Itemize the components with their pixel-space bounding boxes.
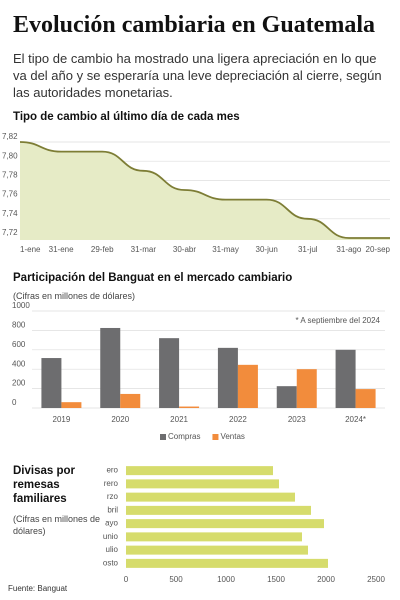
x-tick-label: 0 [124,575,129,584]
y-tick-label: 7,82 [2,132,18,141]
bar [126,479,279,489]
legend-label: Ventas [220,432,244,441]
line [19,141,390,239]
x-tick-label: 2500 [367,575,385,584]
x-tick-label: 20-sep [366,245,391,254]
bar [159,338,180,408]
y-tick-label: 0 [12,398,17,407]
page-title: Evolución cambiaria en Guatemala [13,12,375,38]
x-tick-label: 2019 [53,415,71,424]
chart-title: Tipo de cambio al último día de cada mes [13,111,240,123]
legend-swatch [160,434,166,440]
bar [126,466,273,476]
chart-title: Divisas por remesas familiares [13,465,75,505]
x-tick-label: 31-mar [131,245,157,254]
chart-title: Participación del Banguat en el mercado … [13,272,293,284]
x-tick-label: 1000 [217,575,235,584]
bar [276,386,297,408]
y-tick-label: 7,76 [2,190,18,199]
bar [61,402,82,408]
bar [100,327,121,408]
x-tick-label: 31-ago [336,245,361,254]
x-tick-label: 31-ene [49,245,74,254]
x-tick-label: 30-jun [256,245,278,254]
annotation: * A septiembre del 2024 [295,316,380,325]
y-tick-label: osto [103,558,119,567]
y-tick-label: ayo [105,519,118,528]
y-tick-label: 200 [12,379,26,388]
bar [179,406,200,408]
page-subtitle: El tipo de cambio ha mostrado una ligera… [13,51,382,100]
y-tick-label: rzo [107,492,119,501]
y-tick-label: 800 [12,321,26,330]
source: Fuente: Banguat [8,584,68,593]
area [20,142,390,240]
y-tick-label: 7,72 [2,228,18,237]
bar [126,545,308,555]
x-tick-label: 2020 [111,415,129,424]
bar [126,532,302,542]
legend-label: Compras [168,432,200,441]
bar [126,505,311,515]
y-tick-label: 7,80 [2,151,18,160]
chart-subtitle: (Cifras en millones de dólares) [13,514,101,536]
bar [120,393,141,408]
bar [126,558,328,568]
y-tick-label: rero [104,479,119,488]
bar [217,347,238,408]
x-tick-label: 2022 [229,415,247,424]
x-tick-label: 31-jul [298,245,318,254]
y-tick-label: 600 [12,340,26,349]
x-tick-label: 31-may [212,245,239,254]
x-tick-label: 2000 [317,575,335,584]
y-tick-label: ero [106,466,118,475]
bar [126,519,324,529]
x-tick-label: 29-feb [91,245,114,254]
y-tick-label: 400 [12,359,26,368]
bar [296,369,317,408]
bar [41,358,62,408]
bar [237,364,258,408]
x-tick-label: 2021 [170,415,188,424]
y-tick-label: 7,78 [2,171,18,180]
y-tick-label: 7,74 [2,209,18,218]
x-tick-label: 2024* [345,415,366,424]
y-tick-label: bril [107,505,118,514]
legend-swatch [212,434,219,440]
bar [335,349,356,408]
x-tick-label: 2023 [288,415,306,424]
x-tick-label: 1500 [267,575,285,584]
chart-subtitle: (Cifras en millones de dólares) [13,291,136,301]
x-tick-label: 500 [169,575,183,584]
x-tick-label: 30-abr [173,245,196,254]
bar [355,389,376,408]
bar [126,492,295,502]
y-tick-label: unio [103,532,119,541]
x-tick-label: 1-ene [20,245,41,254]
y-tick-label: ulio [106,545,119,554]
y-tick-label: 1000 [12,301,30,310]
